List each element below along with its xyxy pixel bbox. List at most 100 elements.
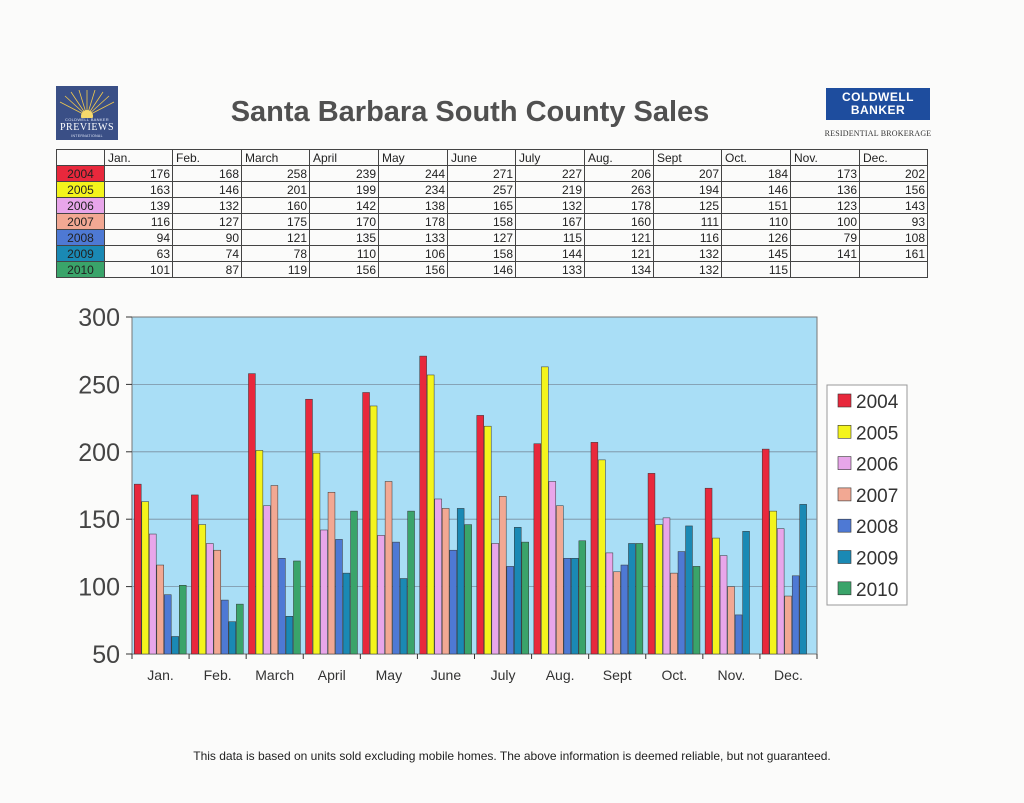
x-tick-label: Sept [603, 667, 632, 683]
table-year-cell: 2004 [56, 165, 105, 182]
legend-swatch-2007 [837, 487, 852, 502]
bar-2008 [734, 614, 743, 655]
legend-label: 2008 [856, 517, 898, 538]
table-value-cell: 141 [790, 245, 860, 262]
bar-2008 [563, 558, 572, 655]
table-value-cell: 234 [378, 181, 448, 198]
table-value-cell: 207 [653, 165, 722, 182]
bar-2010 [521, 541, 529, 655]
table-value-cell: 134 [584, 261, 654, 278]
bar-2004 [590, 442, 599, 655]
bar-2007 [727, 586, 735, 655]
table-value-cell: 74 [172, 245, 242, 262]
bar-2009 [514, 527, 522, 655]
bar-2006 [491, 543, 499, 655]
bar-2007 [213, 549, 222, 655]
bar-2008 [791, 575, 800, 655]
bar-2009 [399, 578, 408, 655]
table-value-cell: 110 [309, 245, 379, 262]
bar-2005 [369, 405, 378, 655]
y-tick-label: 50 [92, 641, 120, 669]
table-value-cell: 146 [447, 261, 516, 278]
bar-2004 [419, 355, 427, 655]
table-row: 2005 163 146 201 199 234 257 219 263 194 146 136 156 [56, 181, 928, 198]
table-value-cell: 87 [172, 261, 242, 278]
bar-2009 [342, 572, 351, 655]
x-tick-label: Aug. [546, 667, 575, 683]
bar-2007 [327, 491, 336, 655]
bar-2004 [761, 448, 770, 655]
bar-2008 [164, 594, 172, 655]
bar-2007 [784, 595, 792, 655]
table-value-cell: 119 [241, 261, 310, 278]
bar-2008 [335, 539, 343, 655]
table-value-cell: 135 [309, 229, 379, 246]
table-year-cell: 2006 [56, 197, 105, 214]
legend-label: 2010 [856, 580, 898, 601]
table-value-cell: 219 [515, 181, 585, 198]
bar-2008 [278, 558, 286, 655]
legend-swatch-2005 [837, 424, 852, 439]
bar-2004 [134, 483, 142, 655]
table-year-cell: 2010 [56, 261, 105, 278]
bar-2009 [685, 525, 693, 655]
bar-2005 [712, 537, 720, 655]
legend-label: 2004 [856, 392, 899, 413]
bar-2004 [362, 392, 370, 655]
table-value-cell: 258 [241, 165, 310, 182]
logo-subtitle: RESIDENTIAL BROKERAGE [824, 129, 932, 138]
logo-company-text: COLDWELL BANKER [65, 117, 109, 122]
bar-2004 [191, 494, 199, 655]
bar-2009 [799, 504, 807, 655]
legend-swatch-2010 [837, 581, 852, 596]
bar-2009 [628, 543, 636, 655]
bar-2010 [692, 566, 701, 655]
bar-2004 [533, 443, 542, 655]
footnote: This data is based on units sold excludi… [193, 749, 831, 763]
bar-2008 [677, 551, 686, 655]
bar-2010 [407, 510, 415, 655]
plot-area [131, 316, 818, 655]
bar-2004 [248, 373, 256, 655]
logo-previews-text: PREVIEWS [60, 122, 114, 133]
table-value-cell: 94 [104, 229, 173, 246]
legend-swatch-2009 [837, 550, 852, 564]
table-value-cell: 165 [447, 197, 516, 214]
y-tick-label: 100 [78, 574, 120, 602]
x-tick-label: April [318, 667, 346, 683]
y-tick-label: 300 [78, 304, 120, 332]
bar-2006 [434, 498, 442, 655]
bar-2005 [655, 524, 663, 655]
table-year-cell: 2008 [56, 229, 105, 246]
x-tick-label: Nov. [718, 667, 746, 683]
y-tick-label: 150 [78, 506, 120, 534]
bar-2010 [236, 603, 244, 655]
table-row: 2010 101 87 119 156 156 146 133 134 132 115 [56, 261, 928, 278]
table-value-cell [859, 261, 928, 278]
bar-2007 [156, 564, 164, 655]
bar-2007 [670, 572, 678, 655]
bar-2007 [556, 505, 564, 655]
table-value-cell: 132 [653, 261, 722, 278]
bar-2009 [285, 616, 294, 655]
sales-table: Jan. Feb. March April May June July Aug. Sept Oct… [56, 149, 928, 278]
bar-2006 [320, 529, 328, 655]
y-tick-label: 250 [78, 371, 120, 399]
bar-2008 [506, 566, 514, 655]
table-value-cell: 160 [584, 213, 654, 230]
previews-logo: COLDWELL BANKER PREVIEWS INTERNATIONAL [56, 86, 118, 140]
legend-label: 2007 [856, 486, 898, 507]
bar-2010 [350, 510, 358, 655]
table-year-cell: 2009 [56, 245, 105, 262]
table-value-cell: 127 [172, 213, 242, 230]
bar-2006 [548, 481, 557, 655]
bar-2009 [742, 531, 750, 655]
table-value-cell: 138 [378, 197, 448, 214]
bar-2010 [179, 585, 187, 655]
bar-2006 [377, 535, 385, 655]
legend-swatch-2008 [837, 518, 852, 533]
bar-2007 [270, 485, 279, 655]
bar-2006 [776, 528, 785, 655]
x-tick-label: July [491, 667, 516, 683]
